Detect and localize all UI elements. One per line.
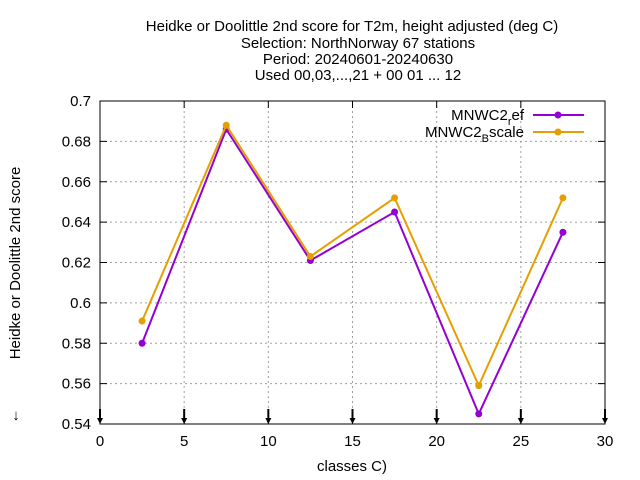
legend-label-1: MNWC2ref [451, 107, 525, 128]
series-1-point [475, 410, 483, 418]
y-tick-label: 0.7 [70, 93, 91, 110]
title-line-4: Used 00,03,...,21 + 00 01 ... 12 [255, 67, 461, 84]
series-2-point [138, 317, 146, 325]
x-tick-label: 25 [512, 433, 529, 450]
y-tick-label: 0.64 [62, 214, 91, 231]
y-tick-label: 0.62 [62, 255, 91, 272]
series [138, 121, 567, 418]
series-2-point [391, 194, 399, 202]
y-axis-label: Heidke or Doolittle 2nd score [7, 167, 24, 360]
series-1-point [391, 208, 399, 216]
series-1-point [559, 228, 567, 236]
series-2-point [559, 194, 567, 202]
y-tick-label: 0.6 [70, 295, 91, 312]
series-2-point [222, 121, 230, 129]
x-tick-label: 5 [180, 433, 188, 450]
y-tick-label: 0.58 [62, 335, 91, 352]
count-marker-head [349, 418, 356, 424]
legend-marker-2 [554, 128, 562, 136]
title-line-2: Selection: NorthNorway 67 stations [241, 35, 475, 52]
count-marker-head [181, 418, 188, 424]
axes: 0.54 0.56 0.58 0.6 0.62 0.64 0.66 0.68 0.7 0 5 10 15… [62, 93, 614, 450]
x-tick-label: 15 [344, 433, 361, 450]
series-2-point [475, 382, 483, 390]
count-marker-head [433, 418, 440, 424]
plot-frame [99, 100, 606, 425]
x-tick-label: 30 [597, 433, 614, 450]
chart-title: Heidke or Doolittle 2nd score for T2m, h… [146, 18, 558, 84]
title-line-3: Period: 20240601-20240630 [263, 51, 453, 68]
legend-marker-1 [554, 111, 562, 119]
series-line-2 [141, 123, 564, 389]
x-axis-label: classes C) [317, 458, 387, 475]
series-1-point [138, 339, 146, 347]
x-tick-label: 20 [428, 433, 445, 450]
y-tick-label: 0.54 [62, 416, 91, 433]
left-down-arrow-marker: ↓ [12, 407, 20, 424]
legend: MNWC2ref MNWC2Bscale [425, 107, 584, 145]
count-marker-head [265, 418, 272, 424]
series-line-1 [141, 127, 564, 417]
x-tick-label: 10 [260, 433, 277, 450]
title-line-1: Heidke or Doolittle 2nd score for T2m, h… [146, 18, 558, 35]
y-tick-label: 0.56 [62, 376, 91, 393]
grid [100, 101, 605, 424]
series-2-point [306, 252, 314, 260]
count-marker-head [517, 418, 524, 424]
y-tick-label: 0.68 [62, 133, 91, 150]
legend-label-2: MNWC2Bscale [425, 124, 524, 145]
y-tick-label: 0.66 [62, 174, 91, 191]
x-tick-label: 0 [96, 433, 104, 450]
